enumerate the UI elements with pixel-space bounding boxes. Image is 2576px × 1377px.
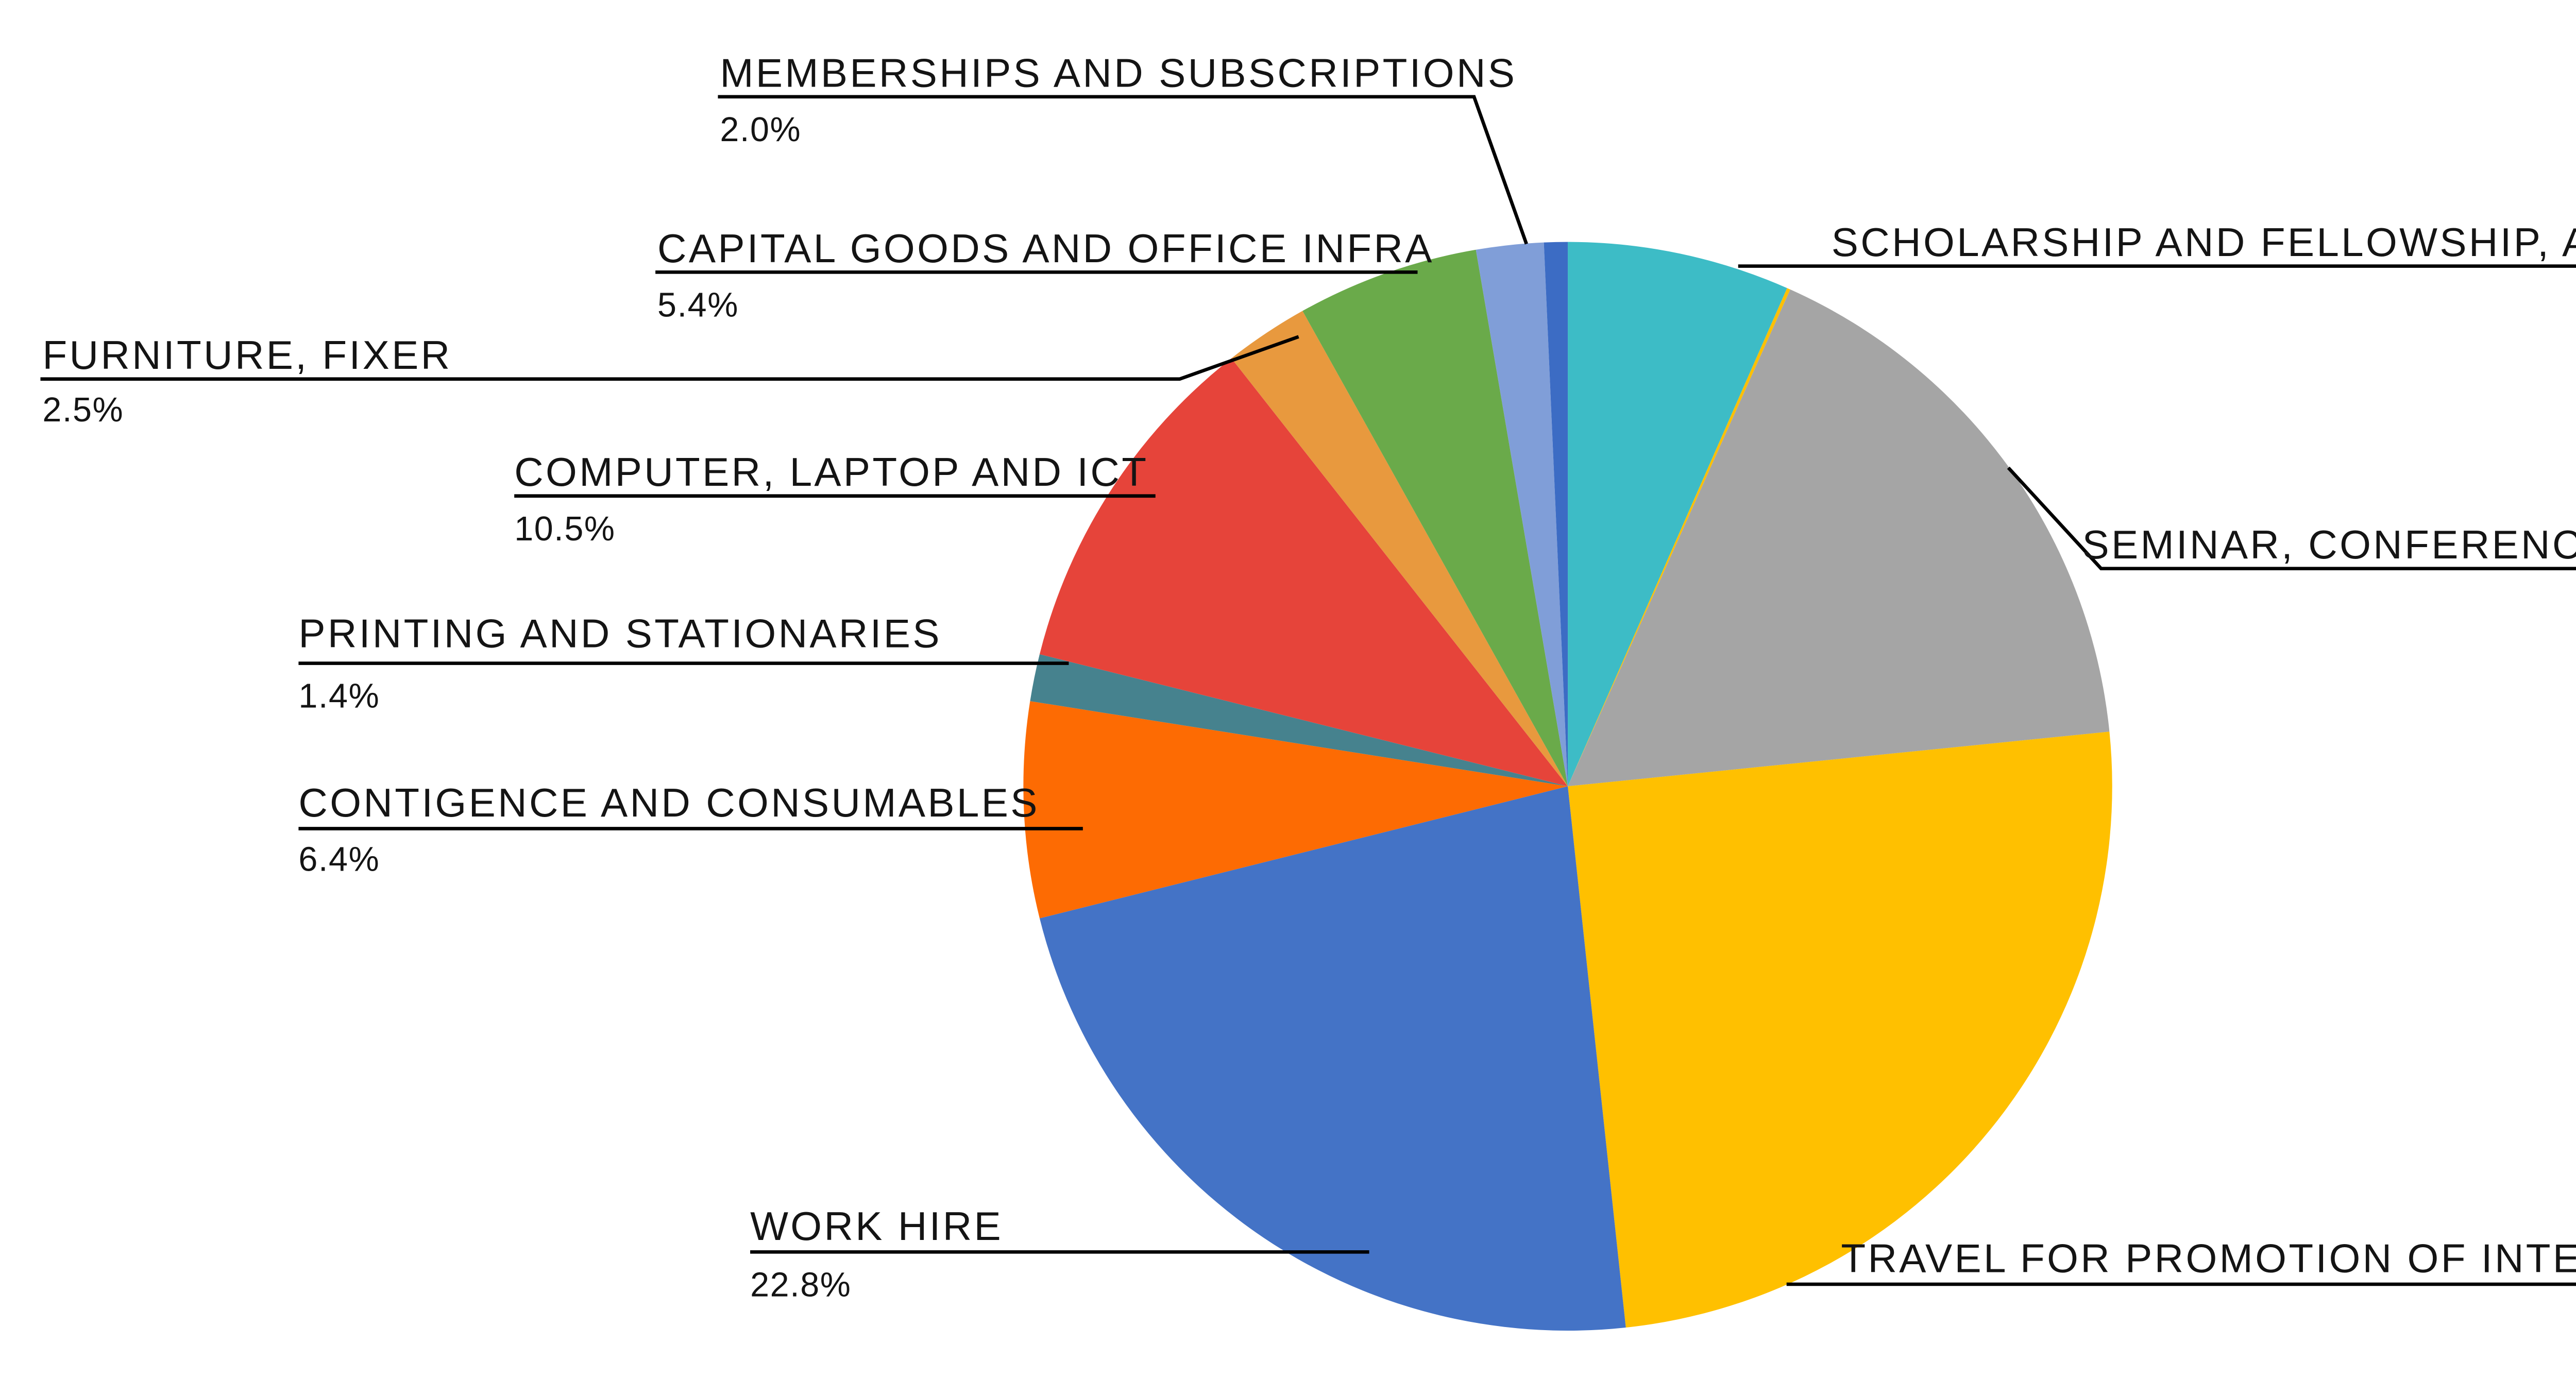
pie-slice-other-sliver-1 bbox=[1568, 288, 1790, 787]
pie-slice-capital-goods bbox=[1302, 249, 1568, 787]
slice-value-printing: 1.4% bbox=[298, 677, 380, 716]
pie-slice-scholarship bbox=[1568, 242, 1787, 787]
pie-slice-travel bbox=[1568, 732, 2112, 1328]
pie-slice-memberships bbox=[1476, 242, 1568, 787]
pie-callouts: SCHOLARSHIP AND FELLOWSHIP, AWARDS, REWA… bbox=[40, 50, 2576, 1304]
pie-slice-other-sliver-2 bbox=[1544, 242, 1568, 787]
slice-label-memberships: MEMBERSHIPS AND SUBSCRIPTIONS bbox=[720, 50, 1517, 95]
slice-value-furniture: 2.5% bbox=[42, 391, 124, 429]
slice-value-contigence: 6.4% bbox=[298, 841, 380, 879]
leader-line-furniture bbox=[40, 335, 1299, 381]
slice-value-work-hire: 22.8% bbox=[750, 1266, 851, 1304]
pie-slice-printing bbox=[1030, 654, 1568, 787]
pie-slice-contigence bbox=[1023, 701, 1568, 919]
pie-slice-furniture bbox=[1231, 311, 1568, 787]
pie-slice-computer bbox=[1039, 358, 1568, 787]
pie-slice-work-hire bbox=[1039, 786, 1626, 1331]
leader-line-memberships bbox=[718, 95, 1528, 245]
slice-label-seminar: SEMINAR, CONFERENCE, EVENTS AND DELE... bbox=[2082, 522, 2576, 567]
slice-label-contigence: CONTIGENCE AND CONSUMABLES bbox=[298, 780, 1039, 825]
leader-line-seminar bbox=[2007, 466, 2576, 570]
slice-label-capital-goods: CAPITAL GOODS AND OFFICE INFRA bbox=[657, 226, 1434, 271]
slice-label-printing: PRINTING AND STATIONARIES bbox=[298, 610, 941, 656]
slice-label-scholarship: SCHOLARSHIP AND FELLOWSHIP, AWARDS, REWA… bbox=[1832, 219, 2576, 265]
slice-value-computer: 10.5% bbox=[514, 510, 615, 548]
slice-label-computer: COMPUTER, LAPTOP AND ICT bbox=[514, 449, 1148, 495]
slice-label-furniture: FURNITURE, FIXER bbox=[42, 332, 452, 378]
pie-slice-seminar bbox=[1568, 289, 2110, 787]
pie-slices bbox=[1023, 242, 2112, 1331]
slice-label-work-hire: WORK HIRE bbox=[750, 1203, 1003, 1249]
slice-label-travel: TRAVEL FOR PROMOTION OF INTERNATIONAL RE… bbox=[1841, 1235, 2576, 1281]
slice-value-memberships: 2.0% bbox=[720, 111, 801, 149]
slice-value-capital-goods: 5.4% bbox=[657, 286, 739, 324]
